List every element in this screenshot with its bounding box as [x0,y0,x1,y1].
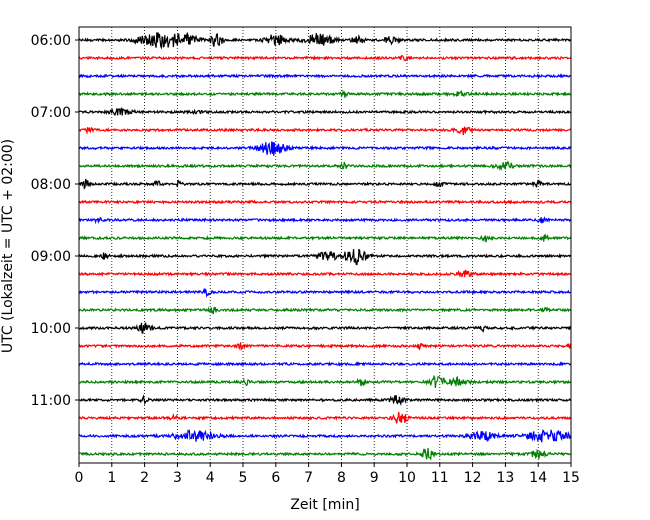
seismic-trace-1045 [78,374,572,389]
x-tick-label: 4 [206,470,215,486]
x-tick-label: 5 [239,470,248,486]
seismic-trace-1030 [78,361,572,367]
seismic-trace-0700 [78,107,572,117]
x-tick-label: 14 [529,470,547,486]
seismic-trace-1130 [78,429,572,443]
seismic-trace-0900 [78,248,572,266]
x-tick-label: 11 [431,470,449,486]
x-tick-label: 12 [464,470,482,486]
x-tick-label: 6 [271,470,280,486]
trace-layer [78,31,572,461]
seismic-trace-0745 [78,160,572,172]
seismic-trace-0715 [78,125,572,136]
x-tick-label: 3 [173,470,182,486]
y-tick-label: 09:00 [31,249,71,265]
seismic-trace-1100 [78,394,572,406]
seismic-trace-0615 [78,54,572,62]
seismic-trace-1015 [78,342,572,351]
y-tick-label: 07:00 [31,105,71,121]
seismic-trace-0915 [78,269,572,279]
seismic-trace-0730 [78,141,572,156]
seismic-trace-0945 [78,306,572,315]
x-tick-label: 13 [496,470,514,486]
y-tick-label: 10:00 [31,321,71,337]
seismic-trace-0815 [78,199,572,205]
x-axis-label: Zeit [min] [290,497,359,513]
seismic-trace-0630 [78,73,572,79]
seismic-trace-0830 [78,216,572,225]
y-axis-label: UTC (Lokalzeit = UTC + 02:00) [0,139,16,353]
seismic-trace-1000 [78,322,572,334]
x-tick-layer: 0 1 2 3 4 5 6 7 8 9 10 11 12 13 14 15 [75,463,580,486]
x-tick-label: 15 [562,470,580,486]
seismic-trace-0800 [78,178,572,190]
x-tick-label: 10 [398,470,416,486]
y-tick-layer: 06:00 07:00 08:00 09:00 10:00 11:00 [31,33,79,409]
x-tick-label: 8 [337,470,346,486]
y-tick-label: 08:00 [31,177,71,193]
seismic-trace-0645 [78,89,572,98]
x-tick-label: 0 [75,470,84,486]
seismic-trace-0930 [78,287,572,299]
y-tick-label: 11:00 [31,393,71,409]
seismic-trace-0845 [78,233,572,243]
seismic-trace-1145 [78,447,572,461]
x-tick-label: 2 [140,470,149,486]
seismic-trace-1115 [78,411,572,424]
y-tick-label: 06:00 [31,33,71,49]
x-tick-label: 1 [107,470,116,486]
plot-frame [78,26,572,464]
grid-layer [111,27,539,463]
x-tick-label: 9 [370,470,379,486]
seismic-trace-0600 [79,31,572,50]
x-tick-label: 7 [304,470,313,486]
